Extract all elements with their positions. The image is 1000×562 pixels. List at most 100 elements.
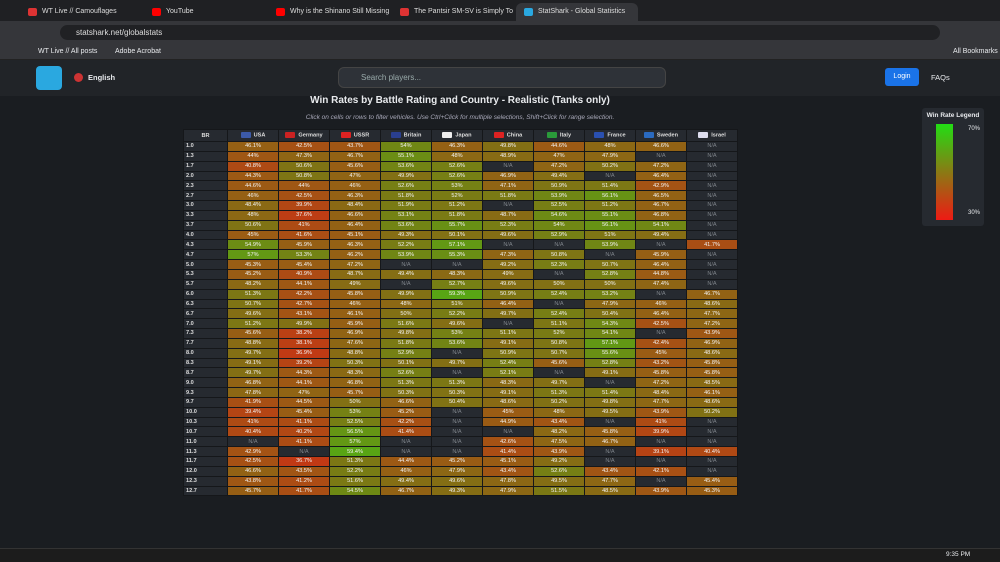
column-header[interactable]: China	[482, 129, 534, 142]
win-rate-cell[interactable]: 50%	[329, 396, 381, 408]
win-rate-cell[interactable]: 41%	[227, 416, 279, 428]
win-rate-cell[interactable]: 42.4%	[635, 337, 687, 349]
table-row[interactable]: 3.3 48% 37.6% 46.6% 53.1% 51.8% 48.7% 54.6% 55.1…	[183, 209, 738, 221]
win-rate-cell[interactable]: 52.5%	[533, 200, 585, 211]
win-rate-cell[interactable]: 47.2%	[635, 160, 687, 172]
win-rate-cell[interactable]: N/A	[584, 446, 636, 457]
table-row[interactable]: 9.0 46.8% 44.1% 46.8% 51.3% 51.3% 48.3% 49.7% N/…	[183, 377, 738, 389]
win-rate-cell[interactable]: 52.4%	[533, 308, 585, 320]
win-rate-cell[interactable]: 46.3%	[329, 190, 381, 202]
win-rate-cell[interactable]: 37.6%	[278, 209, 330, 221]
table-row[interactable]: 12.3 43.8% 41.2% 51.6% 49.4% 49.6% 47.8% 49.5% 4…	[183, 475, 738, 487]
table-row[interactable]: 12.0 46.6% 43.5% 52.2% 46% 47.9% 43.4% 52.6% 43.…	[183, 465, 738, 477]
table-row[interactable]: 3.7 50.6% 41% 46.4% 53.6% 55.7% 52.3% 54% 56.1% 5…	[183, 219, 738, 231]
win-rate-cell[interactable]: 54.5%	[329, 485, 381, 497]
win-rate-cell[interactable]: 51%	[584, 229, 636, 241]
win-rate-cell[interactable]: N/A	[686, 416, 738, 428]
win-rate-cell[interactable]: 50.7%	[533, 347, 585, 359]
br-cell[interactable]: 3.0	[183, 200, 228, 211]
table-row[interactable]: 2.0 44.3% 50.8% 47% 49.9% 52.6% 46.9% 49.4% N/A 4…	[183, 170, 738, 182]
win-rate-cell[interactable]: 52.3%	[533, 259, 585, 270]
win-rate-cell[interactable]: N/A	[431, 416, 483, 428]
win-rate-cell[interactable]: 51.3%	[431, 377, 483, 389]
win-rate-cell[interactable]: 51.3%	[329, 456, 381, 467]
win-rate-cell[interactable]: 47.9%	[584, 298, 636, 310]
win-rate-cell[interactable]: 52.6%	[533, 465, 585, 477]
win-rate-cell[interactable]: 44.5%	[278, 396, 330, 408]
win-rate-cell[interactable]: N/A	[584, 377, 636, 389]
win-rate-cell[interactable]: 48.2%	[533, 426, 585, 438]
win-rate-cell[interactable]: 46.8%	[227, 377, 279, 389]
win-rate-cell[interactable]: 41.7%	[686, 239, 738, 251]
win-rate-cell[interactable]: 57.1%	[431, 239, 483, 251]
win-rate-cell[interactable]: 41.2%	[278, 475, 330, 487]
language[interactable]: English	[88, 73, 116, 82]
br-cell[interactable]: 1.0	[183, 141, 228, 152]
win-rate-cell[interactable]: N/A	[533, 298, 585, 310]
br-cell[interactable]: 5.3	[183, 268, 228, 280]
bookmark[interactable]: WT Live // All posts	[38, 48, 98, 55]
column-header[interactable]: Japan	[431, 129, 483, 142]
win-rate-cell[interactable]: N/A	[686, 141, 738, 152]
win-rate-cell[interactable]: 53.2%	[584, 288, 636, 300]
win-rate-cell[interactable]: 50.1%	[431, 229, 483, 241]
table-row[interactable]: 8.7 49.7% 44.3% 48.3% 52.6% N/A 52.1% N/A 49.1% 4…	[183, 367, 738, 379]
win-rate-cell[interactable]: 48%	[380, 298, 432, 310]
win-rate-cell[interactable]: 40.4%	[227, 426, 279, 438]
win-rate-cell[interactable]: 46.7%	[329, 150, 381, 162]
win-rate-cell[interactable]: 46.9%	[686, 337, 738, 349]
win-rate-cell[interactable]: 45.7%	[329, 387, 381, 398]
win-rate-cell[interactable]: 45.8%	[686, 357, 738, 369]
win-rate-cell[interactable]: 48%	[584, 141, 636, 152]
win-rate-cell[interactable]: N/A	[482, 160, 534, 172]
win-rate-cell[interactable]: 50.7%	[584, 259, 636, 270]
br-cell[interactable]: 3.3	[183, 209, 228, 221]
win-rate-cell[interactable]: N/A	[380, 446, 432, 457]
win-rate-cell[interactable]: 45%	[482, 406, 534, 418]
win-rate-cell[interactable]: 46.9%	[329, 328, 381, 339]
win-rate-cell[interactable]: 41%	[635, 416, 687, 428]
win-rate-cell[interactable]: 59.4%	[329, 446, 381, 457]
win-rate-cell[interactable]: 40.2%	[278, 426, 330, 438]
win-rate-cell[interactable]: N/A	[380, 436, 432, 448]
win-rate-cell[interactable]: 52%	[533, 328, 585, 339]
win-rate-cell[interactable]: 46.6%	[380, 396, 432, 408]
win-rate-cell[interactable]: 44%	[227, 150, 279, 162]
win-rate-cell[interactable]: N/A	[278, 446, 330, 457]
win-rate-cell[interactable]: 55.3%	[431, 249, 483, 261]
win-rate-cell[interactable]: 46.9%	[482, 170, 534, 182]
win-rate-cell[interactable]: 48.8%	[329, 347, 381, 359]
br-cell[interactable]: 2.0	[183, 170, 228, 182]
table-row[interactable]: 5.3 45.2% 40.9% 48.7% 49.4% 48.3% 49% N/A 52.8% 4…	[183, 268, 738, 280]
column-header[interactable]: Italy	[533, 129, 585, 142]
win-rate-cell[interactable]: 52.2%	[380, 239, 432, 251]
win-rate-cell[interactable]: 38.2%	[278, 328, 330, 339]
win-rate-cell[interactable]: 56.5%	[329, 426, 381, 438]
win-rate-cell[interactable]: 43.1%	[278, 308, 330, 320]
table-row[interactable]: 4.0 45% 41.6% 45.1% 49.3% 50.1% 49.6% 52.9% 51% 4…	[183, 229, 738, 241]
win-rate-cell[interactable]: 55.1%	[584, 209, 636, 221]
win-rate-cell[interactable]: 48%	[227, 209, 279, 221]
win-rate-cell[interactable]: 46%	[329, 180, 381, 192]
win-rate-cell[interactable]: 45.7%	[227, 485, 279, 497]
br-cell[interactable]: 1.7	[183, 160, 228, 172]
win-rate-cell[interactable]: 50.4%	[431, 396, 483, 408]
win-rate-cell[interactable]: 47.7%	[686, 308, 738, 320]
win-rate-cell[interactable]: N/A	[635, 239, 687, 251]
win-rate-cell[interactable]: N/A	[584, 249, 636, 261]
win-rate-cell[interactable]: N/A	[533, 239, 585, 251]
win-rate-cell[interactable]: 49.9%	[278, 318, 330, 330]
win-rate-cell[interactable]: 56.1%	[584, 219, 636, 231]
win-rate-cell[interactable]: 45%	[227, 229, 279, 241]
win-rate-cell[interactable]: 50.4%	[584, 308, 636, 320]
win-rate-cell[interactable]: 43.4%	[482, 465, 534, 477]
win-rate-cell[interactable]: 48.6%	[482, 396, 534, 408]
win-rate-cell[interactable]: 51.3%	[227, 288, 279, 300]
br-cell[interactable]: 5.7	[183, 278, 228, 290]
win-rate-cell[interactable]: 45.4%	[278, 406, 330, 418]
win-rate-cell[interactable]: 53.1%	[380, 209, 432, 221]
win-rate-cell[interactable]: N/A	[635, 456, 687, 467]
br-cell[interactable]: 6.0	[183, 288, 228, 300]
win-rate-cell[interactable]: 50.9%	[482, 347, 534, 359]
table-row[interactable]: 6.0 51.3% 42.2% 45.8% 49.9% 59.3% 50.9% 52.4% 53…	[183, 288, 738, 300]
